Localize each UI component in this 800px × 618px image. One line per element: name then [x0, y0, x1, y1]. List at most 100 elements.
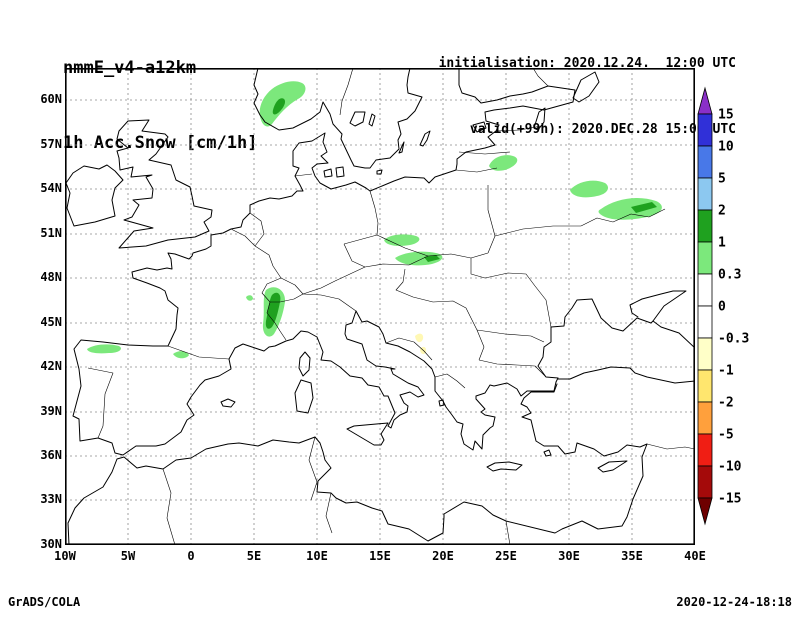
lat-tick-label: 30N [40, 537, 62, 551]
island-cyprus [597, 460, 628, 473]
country-borders [87, 68, 695, 545]
lon-tick-label: 5W [120, 549, 136, 563]
init-time: initialisation: 2020.12.24. 12:00 UTC [438, 56, 736, 71]
lon-tick-label: 20E [432, 549, 454, 563]
lon-tick-label: 5E [246, 549, 262, 563]
coastlines [65, 68, 695, 545]
plot-title-block: nmmE_v4-a12km 1h Acc.Snow [cm/1h] [63, 6, 257, 206]
snow-patch-poland [384, 234, 420, 246]
field-name: 1h Acc.Snow [cm/1h] [63, 133, 258, 153]
lon-tick-label: 40E [684, 549, 706, 563]
colorbar-segment [697, 273, 713, 307]
lake-vanern [349, 111, 366, 127]
snow-patch-russia-2 [598, 197, 662, 220]
melt-patch-adriatic-1 [415, 333, 424, 343]
colorbar-segment [697, 337, 713, 371]
coast-azov [629, 290, 687, 322]
lon-tick-label: 15E [369, 549, 391, 563]
colorbar-segment [697, 113, 713, 147]
coast-britain [116, 119, 213, 249]
snow-patch-russia-core [631, 202, 657, 213]
lat-tick-label: 54N [40, 181, 62, 195]
colorbar-segment [697, 433, 713, 467]
lat-tick-label: 57N [40, 137, 62, 151]
island-zealand [335, 166, 345, 178]
island-bornholm [376, 169, 383, 175]
island-sicily [346, 422, 389, 446]
island-crete [486, 461, 523, 472]
colorbar-label: 15 [718, 108, 734, 123]
colorbar-label: 0.3 [718, 268, 741, 283]
creation-timestamp: 2020-12-24-18:18 [676, 595, 792, 609]
lat-tick-label: 60N [40, 92, 62, 106]
lon-tick-label: 10W [54, 549, 76, 563]
coast-anatolia-africa [67, 383, 648, 545]
colorbar-label: -2 [718, 396, 734, 411]
lat-tick-label: 48N [40, 270, 62, 284]
lon-tick-label: 30E [558, 549, 580, 563]
colorbar-top-arrow [697, 86, 713, 115]
island-corfu [438, 399, 445, 407]
snow-patch-czech-core [424, 255, 440, 262]
colorbar-label: 1 [718, 236, 726, 251]
snow-patch-spain-1 [87, 344, 121, 354]
colorbar-label: 10 [718, 140, 734, 155]
lon-tick-label: 0 [187, 549, 195, 563]
map-area [65, 68, 695, 545]
lat-tick-label: 33N [40, 492, 62, 506]
grads-credit: GrADS/COLA [8, 595, 81, 609]
snow-patch-russia-1 [570, 180, 609, 198]
colorbar-bottom-arrow [697, 497, 713, 526]
lat-tick-label: 45N [40, 315, 62, 329]
colorbar-label: 5 [718, 172, 726, 187]
lake-vattern [368, 113, 376, 127]
colorbar-label: -5 [718, 428, 734, 443]
lat-tick-label: 51N [40, 226, 62, 240]
colorbar-segment [697, 241, 713, 275]
colorbar-segment [697, 369, 713, 403]
colorbar-label: 2 [718, 204, 726, 219]
lon-tick-label: 35E [621, 549, 643, 563]
snow-patch-spain-2 [173, 351, 189, 359]
lake-ladoga [572, 71, 600, 103]
snow-patch-latvia [489, 155, 518, 171]
snow-patch-france-dot [246, 295, 253, 301]
colorbar: 15 10 5 2 1 0.3 0 -0.3 -1 -2 -5 -10 -15 [697, 86, 749, 526]
lake-peipus [533, 107, 546, 131]
island-sardinia [294, 379, 314, 414]
map-frame [65, 68, 695, 545]
europe-map [65, 68, 695, 545]
lon-tick-label: 10E [306, 549, 328, 563]
colorbar-segment [697, 177, 713, 211]
colorbar-segment [697, 209, 713, 243]
island-oland [398, 141, 405, 154]
colorbar-label: -1 [718, 364, 734, 379]
island-mallorca [220, 398, 236, 408]
colorbar-label: 0 [718, 300, 726, 315]
island-funen [323, 168, 333, 178]
lat-tick-label: 42N [40, 359, 62, 373]
colorbar-label: -10 [718, 460, 742, 475]
lat-tick-label: 36N [40, 448, 62, 462]
colorbar-label: -0.3 [718, 332, 749, 347]
lon-tick-label: 25E [495, 549, 517, 563]
snow-patch-norway-core [272, 98, 286, 115]
coast-blacksea-north [537, 298, 695, 383]
island-gotland [419, 130, 431, 147]
snow-patch-czech [395, 251, 443, 266]
colorbar-segment [697, 401, 713, 435]
coast-ireland [65, 164, 124, 227]
island-corsica [298, 351, 311, 377]
grid-lines [65, 68, 695, 545]
lat-tick-label: 39N [40, 404, 62, 418]
colorbar-segment [697, 465, 713, 499]
island-saaremaa [472, 121, 487, 133]
coast-blacksea-south [557, 366, 695, 384]
coast-mainland [72, 68, 576, 456]
colorbar-segment [697, 305, 713, 339]
coast-scandinavia [253, 68, 423, 169]
snow-patches [87, 81, 662, 359]
colorbar-label: -15 [718, 492, 741, 507]
colorbar-segment [697, 145, 713, 179]
